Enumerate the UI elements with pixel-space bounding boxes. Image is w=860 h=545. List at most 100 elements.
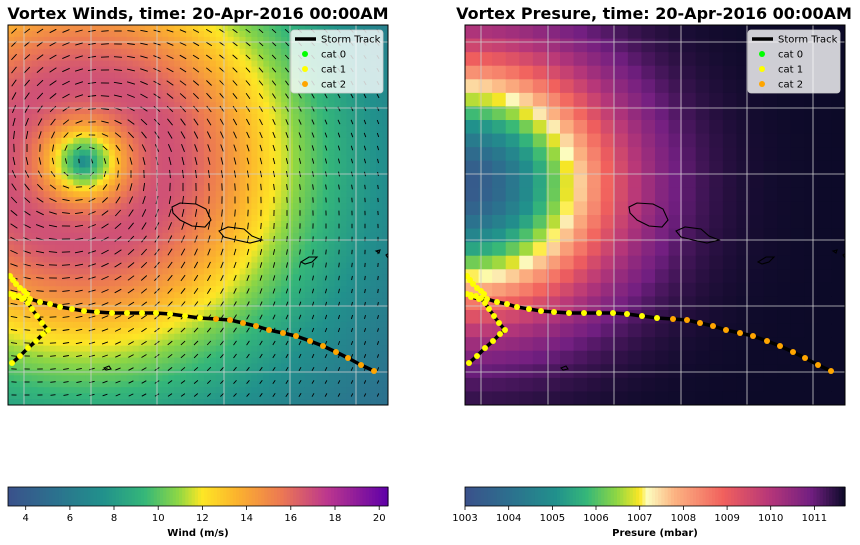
wind-cell [269,298,276,305]
track-point-cat1 [167,311,173,317]
wind-cell [31,25,39,32]
wind-cell [203,114,211,121]
wind-cell [150,220,158,228]
wind-cell [328,399,336,405]
wind-arrow [207,261,211,269]
wind-cell [251,363,258,370]
wind-cell [31,131,39,139]
wind-cell [120,191,128,198]
wind-cell [227,155,235,163]
wind-cell [91,143,98,151]
wind-cell [322,179,330,186]
wind-cell [61,310,68,317]
wind-cell [103,48,110,56]
wind-cell [198,351,205,359]
wind-cell [198,333,205,341]
wind-cell [174,25,181,32]
wind-cell [186,226,193,234]
wind-cell [233,232,241,240]
wind-cell [156,149,163,157]
wind-cell [156,363,163,370]
wind-cell [233,369,241,376]
wind-arrow [246,327,250,333]
wind-cell [186,238,193,246]
wind-cell [91,232,98,240]
wind-cell [126,137,134,145]
wind-cell [269,155,276,163]
wind-cell [198,25,205,32]
wind-cell [251,30,258,38]
wind-cell [251,280,258,287]
wind-cell [13,191,21,198]
wind-cell [174,292,181,299]
wind-cell [31,42,39,50]
wind-cell [275,96,282,103]
wind-arrow [167,235,173,243]
wind-cell [203,339,211,347]
wind-cell [346,387,353,394]
wind-cell [298,125,306,133]
wind-cell [97,78,104,85]
wind-arrow [233,340,237,346]
wind-cell [209,387,217,394]
wind-cell [346,125,353,133]
wind-cell [221,167,229,175]
wind-cell [358,393,365,400]
wind-cell [364,357,371,365]
wind-cell [174,387,181,394]
wind-cell [132,250,140,258]
wind-cell [37,203,45,210]
wind-arrow [260,222,262,230]
wind-cell [316,369,324,376]
wind-cell [120,149,128,157]
wind-arrow [127,314,135,320]
wind-arrow [273,236,275,242]
wind-cell [156,381,163,388]
wind-cell [281,48,288,56]
wind-cell [215,161,223,169]
wind-cell [198,387,205,394]
wind-cell [49,161,57,169]
wind-cell [298,292,306,299]
wind-arrow [259,131,263,139]
wind-cell [328,25,336,32]
wind-cell [198,274,205,281]
wind-cell [310,375,318,382]
wind-cell [275,268,282,275]
wind-cell [180,268,187,275]
wind-cell [269,321,276,329]
wind-cell [257,30,264,38]
wind-cell [19,339,27,347]
wind-cell [334,155,342,163]
wind-cell [19,114,27,121]
wind-arrow [220,379,224,385]
wind-cell [120,66,128,74]
wind-cell [97,137,104,145]
wind-cell [43,167,51,175]
wind-cell [227,72,235,80]
wind-cell [19,131,27,139]
wind-cell [120,262,128,270]
wind-cell [61,143,68,151]
wind-cell [370,191,377,198]
wind-cell [340,387,348,394]
wind-cell [144,108,152,115]
wind-cell [79,25,86,32]
wind-cell [227,250,235,258]
wind-arrow [141,314,147,320]
wind-cell [346,339,353,347]
wind-cell [79,179,86,186]
wind-cell [108,102,116,109]
wind-cell [55,161,63,169]
wind-cell [257,96,264,103]
wind-cell [376,375,383,382]
wind-arrow [246,288,250,294]
wind-cell [180,292,187,299]
wind-arrow [272,144,276,152]
wind-cell [97,232,104,240]
wind-cell [316,209,324,216]
wind-cell [198,197,205,204]
wind-cell [126,84,134,91]
wind-cell [114,220,122,228]
wind-cell [269,125,276,133]
